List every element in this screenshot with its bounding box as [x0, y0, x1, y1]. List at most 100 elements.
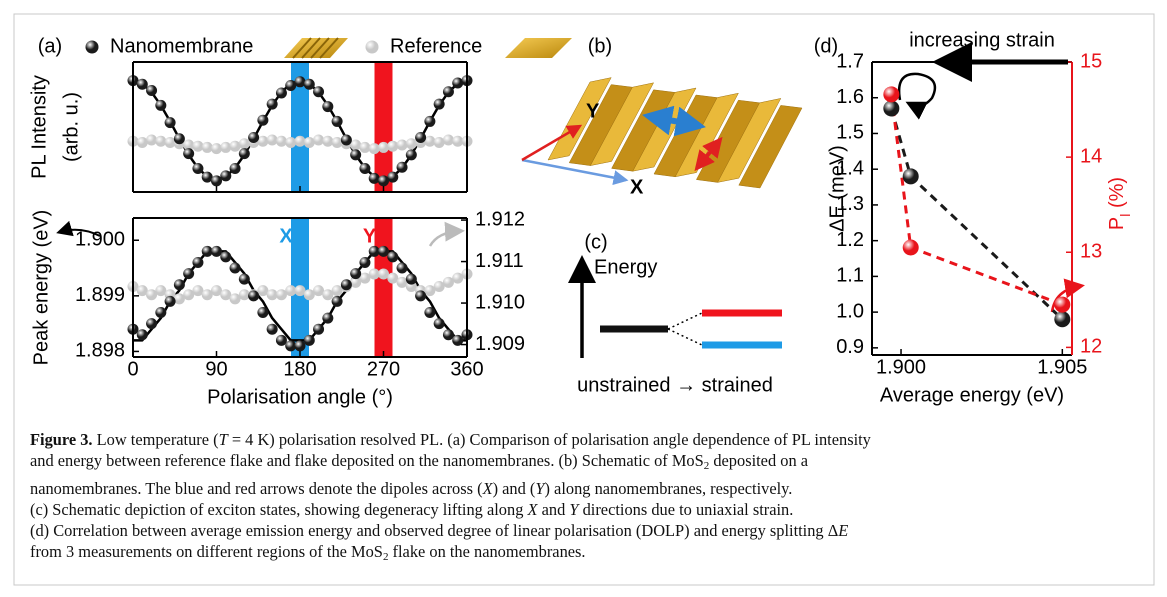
data-point: [165, 296, 176, 307]
caption-line: nanomembranes. The blue and red arrows d…: [30, 478, 871, 499]
data-point: [322, 101, 333, 112]
data-point: [220, 251, 231, 262]
data-point: [257, 115, 268, 126]
data-point: [239, 274, 250, 285]
data-point: [267, 99, 278, 110]
caption-text: Low temperature (: [93, 430, 219, 449]
reference-icon: [505, 38, 572, 58]
annotation: increasing strain: [909, 29, 1055, 51]
data-point: [322, 136, 333, 147]
data-point: [313, 324, 324, 335]
x-axis-label: Polarisation angle (°): [207, 386, 393, 408]
data-point: [359, 257, 370, 268]
x-tick-label: 1.900: [876, 356, 926, 378]
data-point: [230, 263, 241, 274]
y-axis-label: ΔE (meV): [826, 145, 848, 232]
data-point: [397, 263, 408, 274]
data-point: [369, 173, 380, 184]
data-point: [220, 142, 231, 153]
y2-tick-label: 13: [1080, 241, 1102, 263]
nanomembrane-icon: [284, 38, 348, 58]
band-label: X: [279, 225, 293, 247]
data-point: [295, 340, 306, 351]
caption-text: and energy between reference flake and f…: [30, 451, 704, 470]
data-point: [341, 279, 352, 290]
data-point: [434, 137, 445, 148]
data-point: [341, 135, 352, 146]
data-point: [295, 76, 306, 87]
data-point: [267, 135, 278, 146]
data-point: [248, 290, 259, 301]
data-point: [406, 274, 417, 285]
data-point: [192, 257, 203, 268]
axis-label-x: X: [630, 176, 644, 198]
data-point: [146, 135, 157, 146]
y-axis-label: PL Intensity: [28, 75, 50, 179]
data-point: [146, 318, 157, 329]
data-point: [369, 143, 380, 154]
text-part: P: [1106, 217, 1128, 230]
data-point: [387, 251, 398, 262]
data-point: [267, 324, 278, 335]
caption-text: nanomembranes. The blue and red arrows d…: [30, 479, 483, 498]
panel-label: (d): [814, 35, 838, 57]
schematic-caption: unstrained → strained: [577, 374, 773, 396]
data-point: [211, 246, 222, 257]
y2-tick-label: 14: [1080, 145, 1102, 167]
data-point: [313, 86, 324, 97]
axis-label-y: Y: [586, 100, 600, 122]
y-tick-label: 1.899: [75, 284, 125, 306]
x-tick-label: 0: [127, 358, 138, 380]
data-point: [434, 99, 445, 110]
data-point: [239, 138, 250, 149]
data-point: [239, 148, 250, 159]
data-point: [230, 141, 241, 152]
caption-text: E: [838, 521, 848, 540]
data-point: [883, 86, 899, 102]
data-point: [137, 137, 148, 148]
caption-line: from 3 measurements on different regions…: [30, 541, 871, 568]
caption-text: deposited on a: [709, 451, 808, 470]
split-lines: [668, 313, 702, 345]
caption-text: Figure 3.: [30, 430, 93, 449]
caption-text: from 3 measurements on different regions…: [30, 542, 383, 561]
data-point: [220, 170, 231, 181]
band-label: Y: [363, 225, 377, 247]
caption-text: ) along nanomembranes, respectively.: [545, 479, 793, 498]
caption-text: X: [527, 500, 537, 519]
page: Figure 3 {"chart_data": [ {"type": "scat…: [0, 0, 1167, 597]
data-point: [332, 116, 343, 127]
data-point: [359, 163, 370, 174]
data-point: [434, 318, 445, 329]
data-point: [257, 307, 268, 318]
data-point: [1054, 311, 1070, 327]
data-point: [378, 246, 389, 257]
highlight-band: [375, 218, 393, 357]
caption-text: directions due to uniaxial strain.: [579, 500, 794, 519]
caption-text: (d) Correlation between average emission…: [30, 521, 838, 540]
data-point: [883, 100, 899, 116]
data-point: [137, 79, 148, 90]
legend-marker: [86, 41, 99, 54]
data-point: [165, 117, 176, 128]
x-axis-label: Average energy (eV): [880, 384, 1064, 406]
data-point: [276, 136, 287, 147]
data-point: [322, 313, 333, 324]
caption-text: flake on the nanomembranes.: [388, 542, 585, 561]
data-point: [387, 172, 398, 183]
data-point: [332, 137, 343, 148]
data-point: [378, 142, 389, 153]
data-point: [1054, 297, 1070, 313]
data-point: [276, 87, 287, 98]
axis-pointer-arrow: [430, 231, 460, 246]
highlight-band: [375, 62, 393, 192]
y-tick-label: 0.9: [836, 336, 864, 358]
data-point: [155, 100, 166, 111]
axis-pointer-arrow: [899, 74, 935, 106]
data-point: [452, 78, 463, 89]
caption-line: (d) Correlation between average emission…: [30, 520, 871, 541]
y2-tick-label: 1.910: [475, 291, 525, 313]
x-tick-label: 270: [367, 358, 400, 380]
data-point: [248, 132, 259, 143]
y-tick-label: 1.1: [836, 265, 864, 287]
